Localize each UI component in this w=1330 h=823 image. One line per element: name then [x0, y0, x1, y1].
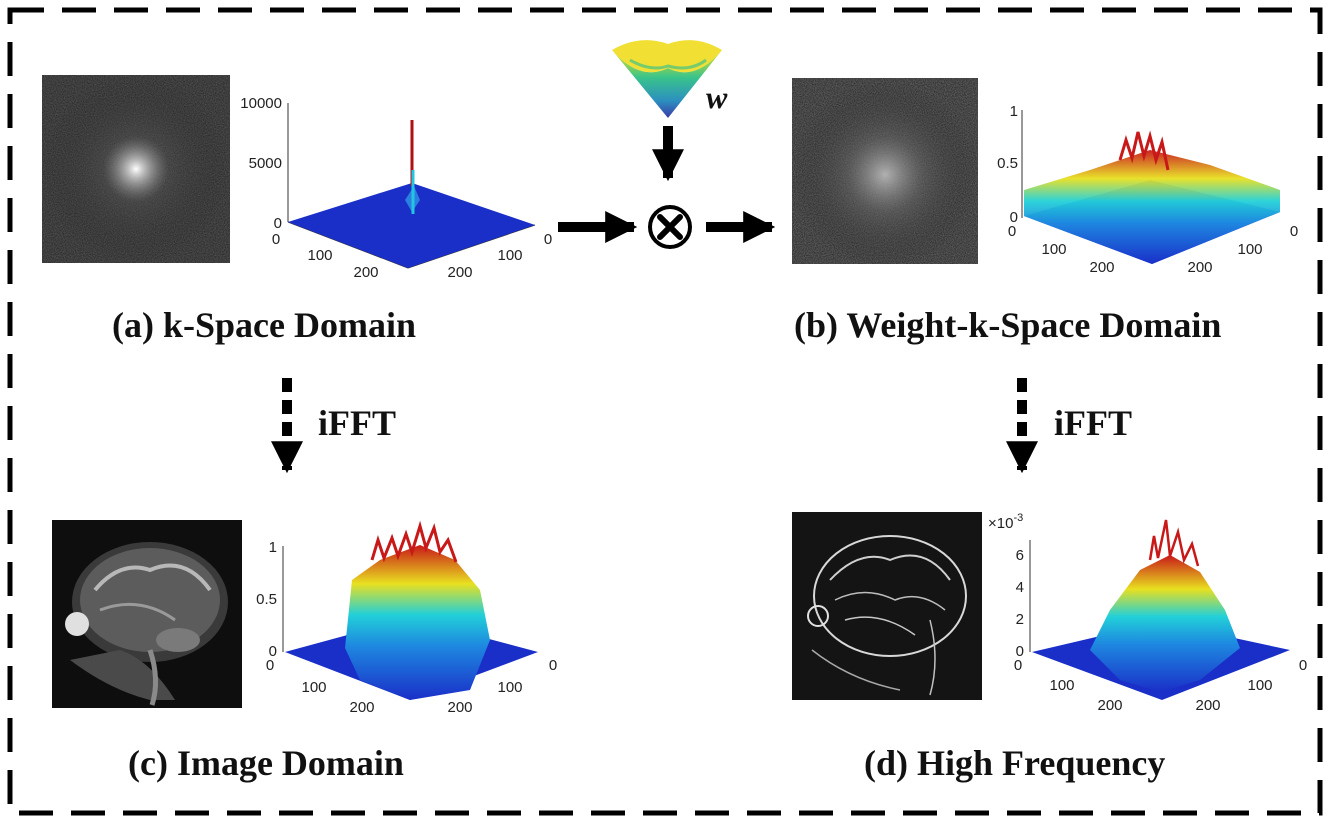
- mri-image: [52, 520, 242, 708]
- x-tick: 0: [266, 657, 274, 674]
- z-tick: 0: [1010, 209, 1018, 226]
- weight-module: w: [558, 40, 776, 249]
- y-tick: 0: [1290, 223, 1298, 240]
- ifft-label-right: iFFT: [1054, 403, 1132, 443]
- y-tick: 200: [1187, 259, 1212, 276]
- kspace-surface-plot: 10000 5000 0 0 100 200 0 100 200: [240, 95, 552, 281]
- x-tick: 100: [301, 679, 326, 696]
- multiply-cross-icon: [657, 214, 683, 240]
- z-tick: 6: [1016, 547, 1024, 564]
- ifft-label-left: iFFT: [318, 403, 396, 443]
- y-tick: 200: [447, 264, 472, 281]
- caption-a: (a) k-Space Domain: [112, 305, 416, 345]
- z-tick: 1: [269, 539, 277, 556]
- x-tick: 100: [1041, 241, 1066, 258]
- panel-a: 10000 5000 0 0 100 200 0 100 200: [42, 75, 552, 281]
- y-tick: 100: [497, 247, 522, 264]
- weight-label: w: [706, 79, 728, 115]
- y-tick: 200: [447, 699, 472, 716]
- caption-b: (b) Weight-k-Space Domain: [794, 305, 1222, 345]
- weighted-kspace-image: [792, 78, 978, 264]
- z-tick: 4: [1016, 579, 1024, 596]
- caption-d: (d) High Frequency: [864, 743, 1166, 783]
- y-tick: 200: [1195, 697, 1220, 714]
- y-tick: 0: [1299, 657, 1307, 674]
- z-tick: 2: [1016, 611, 1024, 628]
- dashed-border: [7, 7, 1323, 816]
- x-tick: 200: [1089, 259, 1114, 276]
- z-tick: 0.5: [997, 155, 1018, 172]
- panel-b: 1 0.5 0 0 100 200 0 100 200: [792, 78, 1298, 276]
- weight-bowl-icon: [612, 40, 722, 118]
- z-tick: 0: [1016, 643, 1024, 660]
- panel-c: 1 0.5 0 0 100 200 0 100 200: [52, 520, 557, 716]
- x-tick: 0: [1014, 657, 1022, 674]
- z-tick: 0: [274, 215, 282, 232]
- x-tick: 100: [307, 247, 332, 264]
- caption-c: (c) Image Domain: [128, 743, 404, 783]
- x-tick: 0: [1008, 223, 1016, 240]
- x-tick: 200: [349, 699, 374, 716]
- z-tick: 1: [1010, 103, 1018, 120]
- z-tick: 10000: [240, 95, 282, 112]
- x-tick: 200: [1097, 697, 1122, 714]
- z-multiplier-label: ×10-3: [988, 512, 1023, 532]
- y-tick: 0: [549, 657, 557, 674]
- y-tick: 0: [544, 231, 552, 248]
- z-tick: 0: [269, 643, 277, 660]
- y-tick: 100: [1237, 241, 1262, 258]
- y-tick: 100: [497, 679, 522, 696]
- z-tick: 5000: [249, 155, 282, 172]
- kspace-image: [42, 75, 230, 263]
- x-tick: 0: [272, 231, 280, 248]
- y-tick: 100: [1247, 677, 1272, 694]
- x-tick: 100: [1049, 677, 1074, 694]
- panel-d: ×10-3 6 4 2 0 0 100 200 0 100 200: [792, 512, 1307, 714]
- x-tick: 200: [353, 264, 378, 281]
- image-domain-surface-plot: 1 0.5 0 0 100 200 0 100 200: [256, 520, 557, 716]
- weighted-kspace-surface-plot: 1 0.5 0 0 100 200 0 100 200: [997, 103, 1298, 276]
- z-tick: 0.5: [256, 591, 277, 608]
- high-frequency-surface-plot: ×10-3 6 4 2 0 0 100 200 0 100 200: [988, 512, 1307, 714]
- high-frequency-image: [792, 512, 982, 700]
